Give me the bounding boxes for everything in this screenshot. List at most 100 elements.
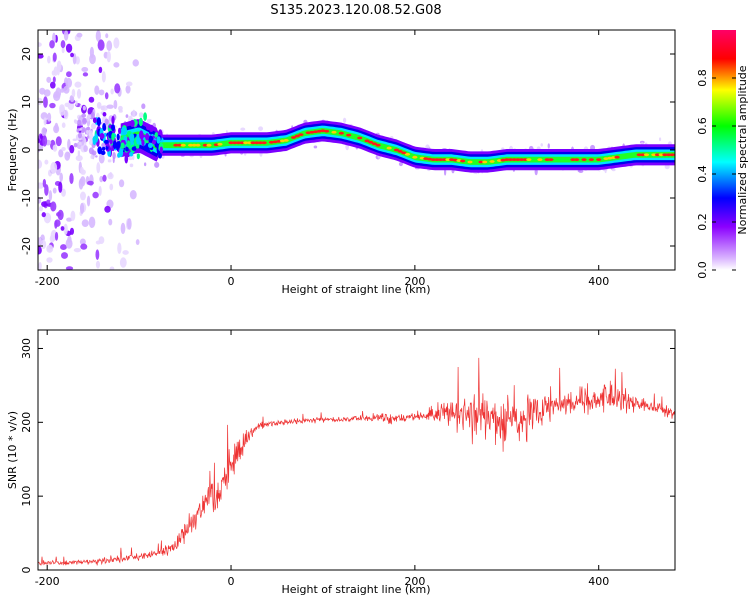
spectrogram-noise-blob (61, 188, 66, 197)
spectrogram-noise-blob (98, 236, 105, 245)
spectrogram-noise-blob (38, 182, 44, 189)
spectrogram-halo-blob (658, 137, 662, 142)
spectrogram-noise-blob (63, 30, 69, 41)
spectrogram-noise-blob (86, 180, 94, 186)
spectrogram-noise-blob (50, 81, 56, 89)
spectrogram-peak-mark (658, 153, 664, 157)
spectrogram-halo-blob (82, 118, 88, 124)
spectrogram-turbulence-blob (124, 154, 129, 164)
spectrogram-y-tick-label: -20 (20, 237, 33, 255)
spectrogram-halo-blob (78, 139, 83, 142)
spectrogram-peak-mark (294, 134, 300, 138)
spectrogram-noise-blob (118, 179, 125, 188)
spectrogram-noise-blob (104, 205, 111, 213)
snr-x-tick-label: 200 (404, 575, 425, 588)
spectrogram-noise-blob (48, 190, 53, 202)
spectrogram-noise-blob (60, 244, 67, 251)
spectrogram-peak-mark (581, 158, 587, 162)
spectrogram-noise-blob (132, 59, 139, 67)
spectrogram-peak-mark (202, 143, 208, 147)
spectrogram-noise-blob (92, 191, 99, 199)
spectrogram-halo-blob (258, 126, 264, 131)
spectrogram-turbulence-blob (111, 132, 115, 141)
spectrogram-turbulence-blob (92, 117, 97, 124)
spectrogram-turbulence-blob (154, 132, 159, 138)
spectrogram-noise-blob (113, 37, 120, 49)
spectrogram-peak-mark (588, 158, 594, 162)
colorbar-tick-label: 0.8 (696, 69, 709, 87)
colorbar: 0.0 0.2 0.4 0.6 0.8 Normalized spectral ampl… (696, 30, 749, 279)
snr-y-label: SNR (10 * v/v) (6, 411, 19, 489)
snr-series-line (38, 357, 675, 566)
spectrogram-noise-blob (117, 242, 122, 254)
spectrogram-noise-blob (52, 144, 58, 152)
spectrogram-noise-blob (74, 81, 82, 88)
spectrogram-noise-blob (41, 201, 48, 208)
spectrogram-noise-blob (38, 206, 43, 212)
spectrogram-noise-blob (38, 42, 42, 47)
spectrogram-panel: -200 0 200 400 -20 -10 0 10 20 Height of straig… (6, 29, 676, 296)
spectrogram-noise-blob (70, 210, 76, 222)
spectrogram-noise-blob (65, 77, 73, 88)
spectrogram-peak-mark (401, 151, 407, 155)
spectrogram-noise-blob (106, 51, 111, 63)
spectrogram-noise-blob (122, 250, 129, 255)
spectrogram-turbulence-blob (111, 115, 115, 125)
spectrogram-peak-mark (434, 158, 440, 162)
spectrogram-peak-mark (246, 141, 253, 145)
spectrogram-peak-mark (467, 160, 473, 164)
spectrogram-peak-mark (482, 160, 488, 164)
spectrogram-turbulence-blob (125, 147, 129, 152)
spectrogram-halo-blob (76, 119, 82, 127)
spectrogram-noise-blob (61, 122, 66, 129)
spectrogram-noise-blob (43, 96, 48, 108)
spectrogram-noise-blob (70, 96, 75, 103)
spectrogram-peak-mark (298, 133, 304, 137)
spectrogram-turbulence-blob (102, 112, 107, 117)
spectrogram-peak-mark (338, 131, 344, 135)
spectrogram-turbulence-blob (129, 119, 135, 128)
spectrogram-peak-mark (662, 153, 668, 157)
spectrogram-y-tick-label: 20 (20, 47, 33, 61)
spectrogram-noise-blob (39, 87, 46, 95)
spectrogram-noise-blob (65, 43, 73, 53)
spectrogram-noise-blob (110, 88, 114, 95)
spectrogram-noise-blob (61, 252, 68, 259)
colorbar-gradient (712, 30, 736, 270)
spectrogram-halo-blob (74, 119, 78, 124)
spectrogram-noise-blob (44, 159, 49, 165)
snr-x-label: Height of straight line (km) (281, 583, 430, 596)
spectrogram-noise-blob (54, 219, 61, 227)
spectrogram-noise-blob (49, 102, 56, 109)
spectrogram-noise-blob (60, 40, 66, 49)
spectrogram-halo-blob (81, 113, 87, 118)
spectrogram-noise-blob (64, 151, 71, 161)
spectrogram-noise-blob (81, 67, 89, 72)
spectrogram-turbulence-blob (112, 140, 117, 150)
spectrogram-turbulence-blob (117, 140, 121, 149)
spectrogram-halo-blob (132, 109, 136, 116)
spectrogram-peak-mark (235, 141, 241, 145)
spectrogram-turbulence-blob (141, 139, 145, 146)
spectrogram-y-ticks: -20 -10 0 10 20 (20, 47, 675, 255)
spectrogram-noise-blob (75, 56, 80, 65)
spectrogram-peak-mark (386, 146, 392, 150)
colorbar-tick-label: 0.2 (696, 213, 709, 231)
spectrogram-noise-blob (79, 202, 85, 214)
spectrogram-turbulence-blob (118, 147, 124, 158)
spectrogram-noise-blob (101, 71, 106, 83)
spectrogram-y-tick-label: 10 (20, 95, 33, 109)
spectrogram-noise-blob (105, 33, 109, 39)
spectrogram-noise-blob (109, 183, 114, 191)
spectrogram-noise-blob (46, 257, 53, 263)
spectrogram-halo-blob (77, 150, 81, 157)
spectrogram-turbulence-blob (92, 135, 97, 146)
spectrogram-noise-blob (46, 199, 51, 204)
spectrogram-noise-blob (55, 87, 62, 98)
spectrogram-noise-blob (40, 112, 48, 120)
spectrogram-turbulence-blob (129, 133, 135, 143)
spectrogram-noise-blob (78, 178, 84, 190)
spectrogram-turbulence-blob (148, 135, 154, 143)
spectrogram-peak-mark (173, 143, 179, 147)
spectrogram-noise-blob (127, 218, 132, 230)
